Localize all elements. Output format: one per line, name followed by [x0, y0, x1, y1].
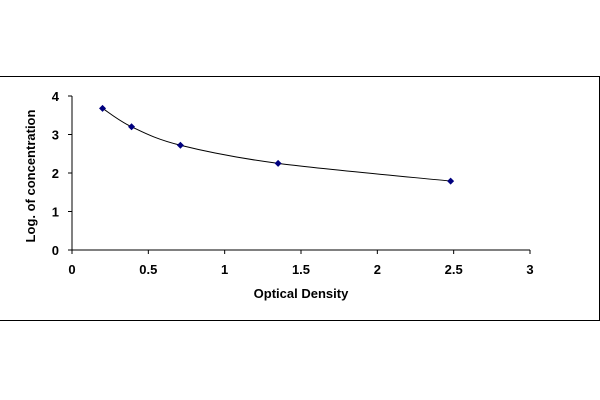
y-tick-label: 0: [52, 243, 59, 258]
x-tick-label: 2: [374, 262, 381, 277]
fit-curve: [102, 107, 451, 182]
y-tick-label: 4: [52, 89, 60, 104]
data-point-marker: [99, 104, 107, 112]
x-tick-label: 1.5: [292, 262, 310, 277]
y-ticks: 0 1 2 3 4: [52, 89, 72, 258]
x-tick-label: 1: [221, 262, 228, 277]
y-tick-label: 1: [52, 205, 59, 220]
x-tick-label: 0: [68, 262, 75, 277]
data-point-marker: [176, 141, 184, 149]
x-tick-label: 0.5: [139, 262, 157, 277]
data-points: [99, 104, 455, 185]
x-axis-title: Optical Density: [254, 286, 349, 301]
data-point-marker: [128, 123, 136, 131]
y-tick-label: 2: [52, 166, 59, 181]
y-axis-title: Log. of concentration: [23, 110, 38, 243]
x-tick-label: 2.5: [445, 262, 463, 277]
x-ticks: 0 0.5 1 1.5 2 2.5 3: [68, 250, 534, 277]
data-point-marker: [447, 177, 455, 185]
y-tick-label: 3: [52, 128, 59, 143]
axes: [71, 96, 530, 251]
data-point-marker: [274, 159, 282, 167]
chart-frame: [0, 76, 600, 321]
x-tick-label: 3: [526, 262, 533, 277]
